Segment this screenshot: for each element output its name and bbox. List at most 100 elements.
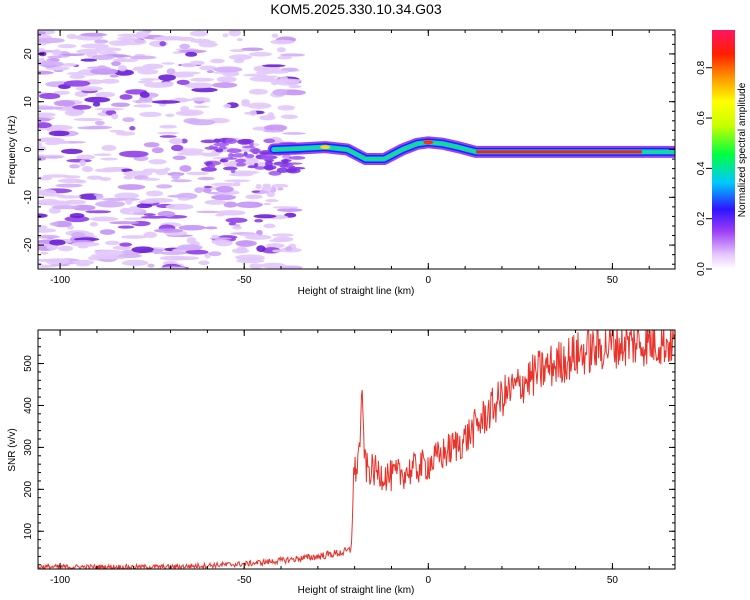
noise-blob <box>69 213 85 219</box>
noise-blob <box>256 245 266 252</box>
noise-blob <box>114 192 140 199</box>
noise-blob <box>89 221 98 227</box>
noise-blob <box>256 229 263 236</box>
noise-blob <box>277 187 284 191</box>
snr-frame <box>37 329 676 570</box>
noise-blob <box>111 102 131 107</box>
noise-blob <box>235 201 264 209</box>
noise-blob <box>38 112 56 117</box>
noise-blob <box>81 166 94 173</box>
noise-blob <box>127 206 143 213</box>
y-tick-label: 0 <box>23 146 34 152</box>
y-tick-label: 10 <box>23 96 34 108</box>
y-tick-label: 100 <box>23 522 34 539</box>
noise-blob <box>135 100 142 104</box>
noise-blob <box>53 100 76 107</box>
noise-blob <box>208 251 222 257</box>
noise-blob <box>57 245 74 252</box>
noise-blob <box>287 166 306 170</box>
noise-blob <box>109 74 119 78</box>
noise-blob <box>194 187 204 193</box>
noise-blob <box>232 225 242 230</box>
noise-blob <box>115 131 136 136</box>
noise-blob <box>269 239 289 243</box>
x-tick-label: -50 <box>237 275 252 286</box>
noise-blob <box>177 197 191 201</box>
noise-blob <box>277 105 295 111</box>
noise-blob <box>70 241 100 247</box>
noise-blob <box>188 119 216 126</box>
noise-blob <box>72 104 92 110</box>
noise-blob <box>163 167 171 172</box>
noise-blob <box>177 244 203 251</box>
noise-blob <box>248 51 273 57</box>
noise-blob <box>185 171 209 176</box>
noise-blob <box>123 217 148 220</box>
noise-blob <box>268 170 282 176</box>
noise-blob <box>49 239 66 246</box>
noise-blob <box>38 176 53 181</box>
snr-x-ticks: -100 -50 0 50 <box>50 330 650 586</box>
noise-blob <box>39 189 57 196</box>
noise-blob <box>62 62 77 67</box>
colorbar-tick-label: 0.8 <box>696 60 707 74</box>
noise-blob <box>165 203 194 210</box>
colorbar: 0.0 0.2 0.4 0.6 0.8 Normalized spectral ampl… <box>696 30 748 276</box>
noise-blob <box>249 142 254 147</box>
noise-blob <box>111 61 121 67</box>
noise-blob <box>147 263 155 268</box>
noise-blob <box>172 155 187 160</box>
noise-blob <box>76 154 96 160</box>
noise-blob <box>249 76 275 82</box>
noise-blob <box>101 144 117 152</box>
noise-blob <box>114 69 134 76</box>
noise-blob <box>197 176 215 181</box>
spectrogram-y-ticks: -20 -10 0 10 20 <box>23 34 675 265</box>
noise-blob <box>143 142 160 148</box>
noise-blob <box>171 179 192 183</box>
noise-blob <box>136 203 153 209</box>
noise-blob <box>179 43 191 50</box>
noise-blob <box>213 66 243 73</box>
noise-blob <box>38 228 57 233</box>
noise-blob <box>51 49 62 56</box>
noise-blob <box>216 76 237 83</box>
noise-blob <box>118 150 149 158</box>
noise-blob <box>60 148 83 154</box>
noise-blob <box>254 166 266 170</box>
noise-blob <box>200 139 218 144</box>
noise-blob <box>143 231 157 239</box>
noise-blob <box>80 43 110 49</box>
noise-blob <box>180 138 188 144</box>
noise-blob <box>185 51 198 57</box>
noise-blob <box>86 175 103 180</box>
noise-blob <box>216 210 246 216</box>
noise-blob <box>282 159 289 165</box>
noise-blob <box>272 89 288 96</box>
noise-blob <box>86 66 111 70</box>
noise-blob <box>249 263 263 269</box>
x-tick-label: -50 <box>237 575 252 586</box>
noise-blob <box>179 165 192 172</box>
noise-blob <box>185 249 209 255</box>
snr-series-line <box>38 330 675 569</box>
noise-blob <box>90 67 118 75</box>
noise-blob <box>276 208 303 212</box>
noise-blob <box>256 70 274 75</box>
noise-blob <box>224 157 237 160</box>
colorbar-gradient <box>712 30 735 269</box>
noise-blob <box>92 101 101 107</box>
noise-blob <box>60 53 86 56</box>
noise-blob <box>38 106 64 110</box>
noise-blob <box>80 58 98 62</box>
noise-blob <box>171 144 184 152</box>
noise-blob <box>236 162 247 167</box>
noise-blob <box>109 221 140 225</box>
noise-blob <box>233 58 245 64</box>
noise-blob <box>117 33 145 38</box>
noise-blob <box>143 82 174 88</box>
y-tick-label: -10 <box>23 190 34 205</box>
noise-blob <box>168 138 183 145</box>
noise-blob <box>46 244 59 251</box>
